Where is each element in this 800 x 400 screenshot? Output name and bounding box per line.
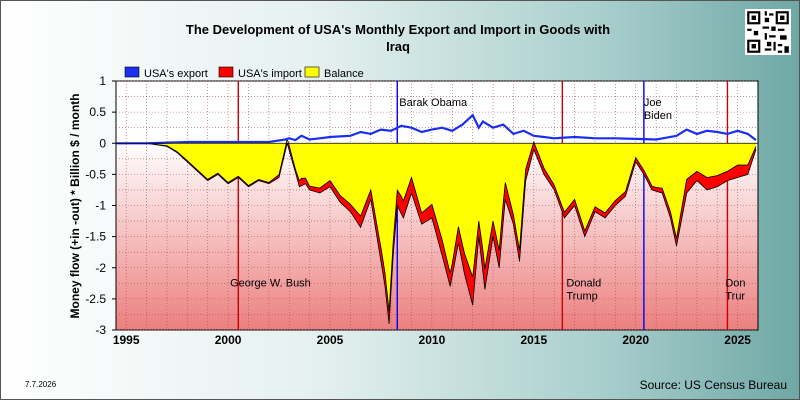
series-lines xyxy=(116,113,758,324)
y-tick-label: -0.5 xyxy=(85,167,106,181)
x-tick-label: 2005 xyxy=(317,333,344,347)
legend-swatch xyxy=(218,66,234,78)
annotation-label: Biden xyxy=(644,110,672,122)
y-tick-label: -1 xyxy=(95,199,106,213)
legend-label: USA's import xyxy=(238,68,302,80)
chart-title-line1: The Development of USA's Monthly Export … xyxy=(186,22,610,37)
x-tick-label: 2000 xyxy=(215,333,242,347)
annotation-label: Donald xyxy=(566,277,601,289)
qr-code-icon xyxy=(745,9,791,55)
annotation-label: Trump xyxy=(566,290,597,302)
annotation-label: George W. Bush xyxy=(230,277,311,289)
legend-label: Balance xyxy=(324,68,364,80)
annotation-label: Joe xyxy=(644,97,662,109)
annotation-label: Trur xyxy=(725,290,745,302)
legend: USA's export USA's import Balance xyxy=(124,66,364,80)
x-tick-label: 2010 xyxy=(419,333,446,347)
y-axis-label: Money flow (+in -out) * Billion $ / mont… xyxy=(68,94,82,319)
y-tick-label: -2 xyxy=(95,261,106,275)
y-tick-label: -3 xyxy=(95,323,106,337)
annotation-label: Don xyxy=(725,277,745,289)
x-tick-label: 1995 xyxy=(113,333,140,347)
x-tick-label: 2025 xyxy=(724,333,751,347)
y-tick-label: 0.5 xyxy=(89,105,106,119)
x-tick-label: 2020 xyxy=(622,333,649,347)
axis-ticks: 1 0.5 0 -0.5 -1 -1.5 -2 -2.5 -3 1995 2000 2005 2010 2… xyxy=(85,74,751,347)
series-areas xyxy=(116,138,756,324)
y-tick-label: -1.5 xyxy=(85,230,106,244)
x-tick-label: 2015 xyxy=(520,333,547,347)
legend-label: USA's export xyxy=(144,68,208,80)
balance-line xyxy=(116,137,757,312)
annotation-label: Barak Obama xyxy=(399,97,468,109)
chart-title-line2: Iraq xyxy=(386,39,410,54)
y-tick-label: -2.5 xyxy=(85,292,106,306)
grid xyxy=(116,80,758,331)
y-tick-label: 0 xyxy=(99,136,106,150)
y-tick-label: 1 xyxy=(99,74,106,88)
balance-area xyxy=(116,138,756,312)
legend-swatch xyxy=(304,66,320,78)
import-line xyxy=(116,142,757,324)
source-note: Source: US Census Bureau xyxy=(639,378,787,392)
export-line xyxy=(116,113,757,145)
date-stamp: 7.7.2026 xyxy=(25,380,57,389)
legend-swatch xyxy=(124,66,140,78)
